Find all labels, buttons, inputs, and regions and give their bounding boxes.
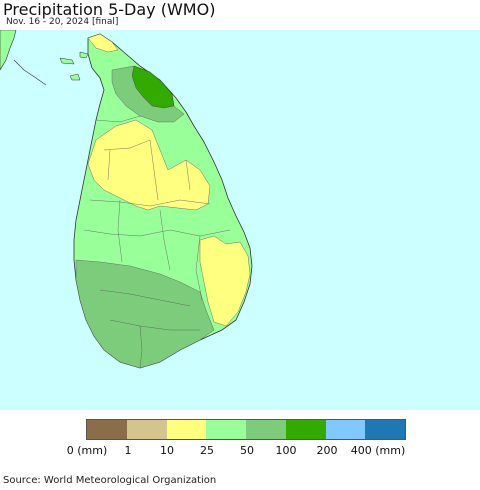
legend-swatch-6 <box>325 420 366 439</box>
source-credit: Source: World Meteorological Organizatio… <box>3 475 217 486</box>
map-title: Precipitation 5-Day (WMO) <box>3 0 216 19</box>
zone-10-25-east <box>199 235 251 327</box>
legend-swatch-0 <box>87 420 127 439</box>
precipitation-map <box>0 29 480 410</box>
legend-swatch-3 <box>206 420 246 439</box>
legend-swatch-7 <box>365 420 405 439</box>
legend-label-5: 100 <box>275 444 297 457</box>
india-coast-islands <box>13 59 47 86</box>
legend-swatch-1 <box>126 420 167 439</box>
legend-label-2: 10 <box>160 444 174 457</box>
legend-label-1: 1 <box>124 444 132 457</box>
legend-label-6: 200 <box>316 444 338 457</box>
map-subtitle: Nov. 16 - 20, 2024 [final] <box>6 17 119 27</box>
india-landmass <box>0 29 17 71</box>
zone-50-100-north <box>111 65 185 123</box>
legend-swatch-2 <box>166 420 207 439</box>
zone-50-100-southwest <box>75 259 215 369</box>
legend-swatch-5 <box>285 420 326 439</box>
zone-10-25-central <box>87 119 211 211</box>
legend-label-4: 50 <box>240 444 254 457</box>
legend-label-0: 0 (mm) <box>66 444 108 457</box>
islands <box>59 51 89 81</box>
map-svg <box>0 29 253 369</box>
legend-label-7: 400 (mm) <box>350 444 406 457</box>
legend-labels: 0 (mm) 1 10 25 50 100 200 400 (mm) <box>0 444 480 458</box>
legend-swatch-4 <box>246 420 286 439</box>
district-boundaries <box>83 115 231 369</box>
legend-label-3: 25 <box>200 444 214 457</box>
zone-10-25-north-tip <box>87 33 119 53</box>
legend-colorbar <box>86 419 406 440</box>
